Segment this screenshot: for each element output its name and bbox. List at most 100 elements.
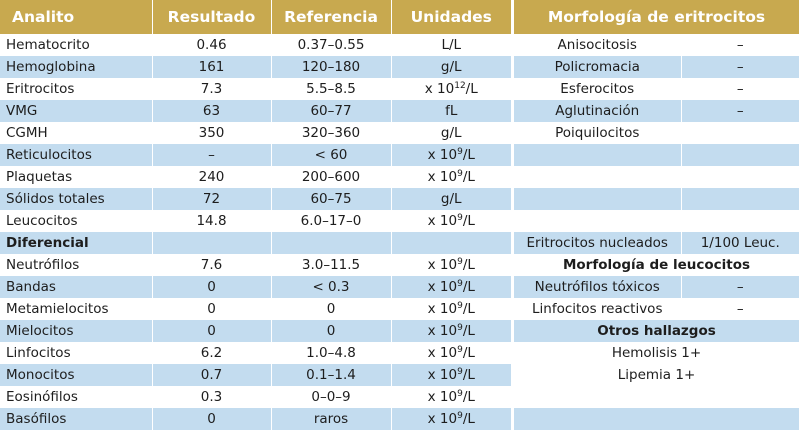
col-header-unidades: Unidades xyxy=(391,0,511,34)
resultado-cell: 72 xyxy=(152,188,272,210)
analito-cell: Plaquetas xyxy=(0,166,153,188)
table-row: Poiquilocitos xyxy=(514,122,799,144)
unit-exponent: 9 xyxy=(457,367,463,377)
unit-exponent: 9 xyxy=(457,147,463,157)
unidades-cell xyxy=(391,232,511,254)
analito-cell: Neutrófilos xyxy=(0,254,153,276)
finding-cell: Lipemia 1+ xyxy=(514,364,799,386)
unidades-cell: x 109/L xyxy=(391,342,511,364)
morphology-value-cell: – xyxy=(681,34,799,56)
unit-base: g/L xyxy=(440,125,462,141)
unit-base: x 10 xyxy=(427,257,458,273)
morphology-table-header: Morfología de eritrocitos xyxy=(514,0,799,34)
analito-cell: Diferencial xyxy=(0,232,153,254)
referencia-cell: 0.1–1.4 xyxy=(271,364,392,386)
unit-exponent: 9 xyxy=(457,169,463,179)
analito-cell: Basófilos xyxy=(0,408,153,430)
unit-exponent: 12 xyxy=(454,81,466,91)
resultado-cell: 0 xyxy=(152,408,272,430)
morphology-value-cell: – xyxy=(681,100,799,122)
unit-base: x 10 xyxy=(424,81,455,97)
morphology-value-cell: 1/100 Leuc. xyxy=(681,232,799,254)
section-heading: Otros hallazgos xyxy=(514,320,799,342)
table-row xyxy=(514,210,799,232)
unidades-cell: g/L xyxy=(391,56,511,78)
referencia-cell: 3.0–11.5 xyxy=(271,254,392,276)
unit-suffix: /L xyxy=(462,169,475,185)
resultado-cell: – xyxy=(152,144,272,166)
unidades-cell: x 109/L xyxy=(391,320,511,342)
table-row xyxy=(514,166,799,188)
morphology-value-cell: – xyxy=(681,298,799,320)
unit-suffix: /L xyxy=(462,147,475,163)
unidades-cell: x 109/L xyxy=(391,254,511,276)
morphology-label-cell: Poiquilocitos xyxy=(514,122,682,144)
morphology-value-cell xyxy=(681,166,799,188)
table-row xyxy=(514,144,799,166)
table-row: Otros hallazgos xyxy=(514,320,799,342)
unit-suffix: /L xyxy=(462,323,475,339)
unit-exponent: 9 xyxy=(457,389,463,399)
referencia-cell: 0–0–9 xyxy=(271,386,392,408)
morphology-value-cell xyxy=(681,188,799,210)
table-row: Linfocitos reactivos – xyxy=(514,298,799,320)
analito-cell: Mielocitos xyxy=(0,320,153,342)
unit-base: x 10 xyxy=(427,323,458,339)
table-row: Leucocitos 14.8 6.0–17–0 x 109/L xyxy=(0,210,511,232)
table-row: Eosinófilos 0.3 0–0–9 x 109/L xyxy=(0,386,511,408)
table-row xyxy=(514,408,799,430)
table-row: Hemolisis 1+ xyxy=(514,342,799,364)
unit-base: x 10 xyxy=(427,345,458,361)
morphology-label-cell: Eritrocitos nucleados xyxy=(514,232,682,254)
morphology-label-cell xyxy=(514,210,682,232)
unit-base: fL xyxy=(445,103,458,119)
unidades-cell: x 109/L xyxy=(391,144,511,166)
unit-base: x 10 xyxy=(427,411,458,427)
table-row: Monocitos 0.7 0.1–1.4 x 109/L xyxy=(0,364,511,386)
referencia-cell: 200–600 xyxy=(271,166,392,188)
analito-cell: Sólidos totales xyxy=(0,188,153,210)
table-row: Anisocitosis – xyxy=(514,34,799,56)
table-row: Metamielocitos 0 0 x 109/L xyxy=(0,298,511,320)
referencia-cell: 6.0–17–0 xyxy=(271,210,392,232)
morphology-value-cell: – xyxy=(681,276,799,298)
unit-base: L/L xyxy=(441,37,462,53)
referencia-cell: raros xyxy=(271,408,392,430)
morphology-label-cell: Neutrófilos tóxicos xyxy=(514,276,682,298)
referencia-cell: 5.5–8.5 xyxy=(271,78,392,100)
table-row: Aglutinación – xyxy=(514,100,799,122)
unit-base: x 10 xyxy=(427,279,458,295)
referencia-cell: 120–180 xyxy=(271,56,392,78)
unidades-cell: x 109/L xyxy=(391,408,511,430)
table-row: Hemoglobina 161 120–180 g/L xyxy=(0,56,511,78)
unit-base: g/L xyxy=(440,59,462,75)
resultado-cell: 0.3 xyxy=(152,386,272,408)
table-row: Eritrocitos nucleados 1/100 Leuc. xyxy=(514,232,799,254)
finding-cell xyxy=(514,408,799,430)
referencia-cell: 60–77 xyxy=(271,100,392,122)
col-header-analito: Analito xyxy=(0,0,153,34)
referencia-cell: < 60 xyxy=(271,144,392,166)
unit-exponent: 9 xyxy=(457,213,463,223)
table-row: Hematocrito 0.46 0.37–0.55 L/L xyxy=(0,34,511,56)
unit-suffix: /L xyxy=(462,345,475,361)
table-row: Sólidos totales 72 60–75 g/L xyxy=(0,188,511,210)
resultado-cell: 7.6 xyxy=(152,254,272,276)
unit-exponent: 9 xyxy=(457,345,463,355)
unidades-cell: x 1012/L xyxy=(391,78,511,100)
table-row: Policromacia – xyxy=(514,56,799,78)
table-row: Linfocitos 6.2 1.0–4.8 x 109/L xyxy=(0,342,511,364)
resultado-cell: 7.3 xyxy=(152,78,272,100)
table-row: Neutrófilos 7.6 3.0–11.5 x 109/L xyxy=(0,254,511,276)
referencia-cell: 0 xyxy=(271,298,392,320)
referencia-cell: < 0.3 xyxy=(271,276,392,298)
analyte-table-header: Analito Resultado Referencia Unidades xyxy=(0,0,511,34)
unidades-cell: fL xyxy=(391,100,511,122)
morphology-value-cell xyxy=(681,210,799,232)
morphology-label-cell: Esferocitos xyxy=(514,78,682,100)
table-row: Esferocitos – xyxy=(514,78,799,100)
unidades-cell: x 109/L xyxy=(391,364,511,386)
unit-suffix: /L xyxy=(462,257,475,273)
analito-cell: Leucocitos xyxy=(0,210,153,232)
